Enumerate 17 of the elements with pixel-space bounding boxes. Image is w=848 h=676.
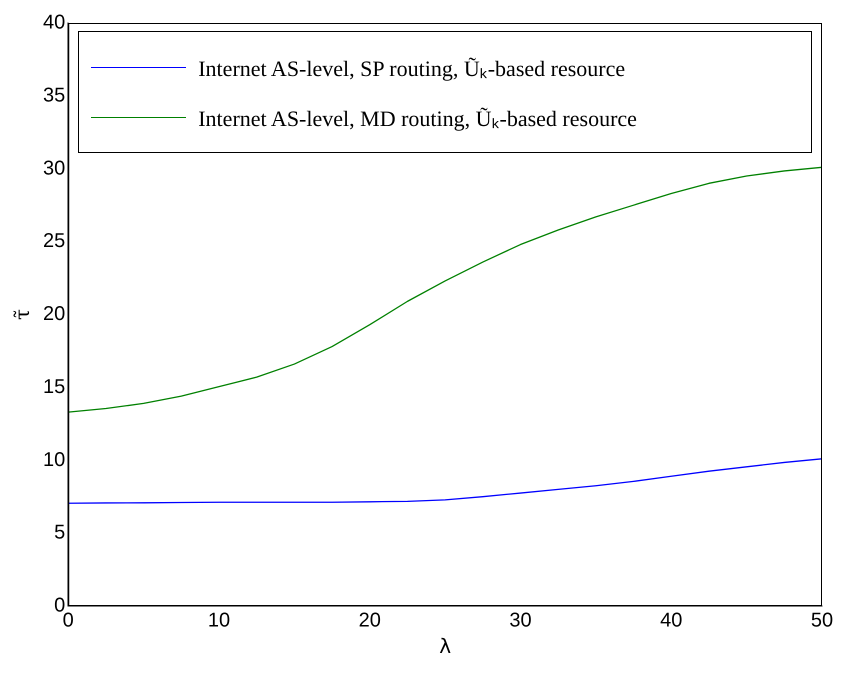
y-tick-label: 30 xyxy=(42,157,66,180)
y-axis-title: τ̃ xyxy=(10,308,34,320)
x-tick-label: 40 xyxy=(660,610,682,632)
x-tick-label: 50 xyxy=(810,610,834,632)
x-axis-title: λ xyxy=(439,634,452,658)
legend-label: Internet AS-level, SP routing, Ũₖ-based resource xyxy=(198,55,626,82)
y-tick-label: 35 xyxy=(42,84,66,106)
y-tick-label: 40 xyxy=(42,12,66,34)
y-tick-label: 20 xyxy=(42,303,66,326)
y-tick-label: 25 xyxy=(42,230,66,252)
y-tick-label: 10 xyxy=(42,448,66,471)
x-tick-label: 10 xyxy=(208,610,230,632)
x-tick-label: 20 xyxy=(358,610,381,632)
y-tick-label: 15 xyxy=(42,376,66,398)
x-tick-label: 30 xyxy=(509,610,532,632)
legend-label: Internet AS-level, MD routing, Ũₖ-based resource xyxy=(198,105,637,132)
y-tick-label: 5 xyxy=(54,522,66,544)
